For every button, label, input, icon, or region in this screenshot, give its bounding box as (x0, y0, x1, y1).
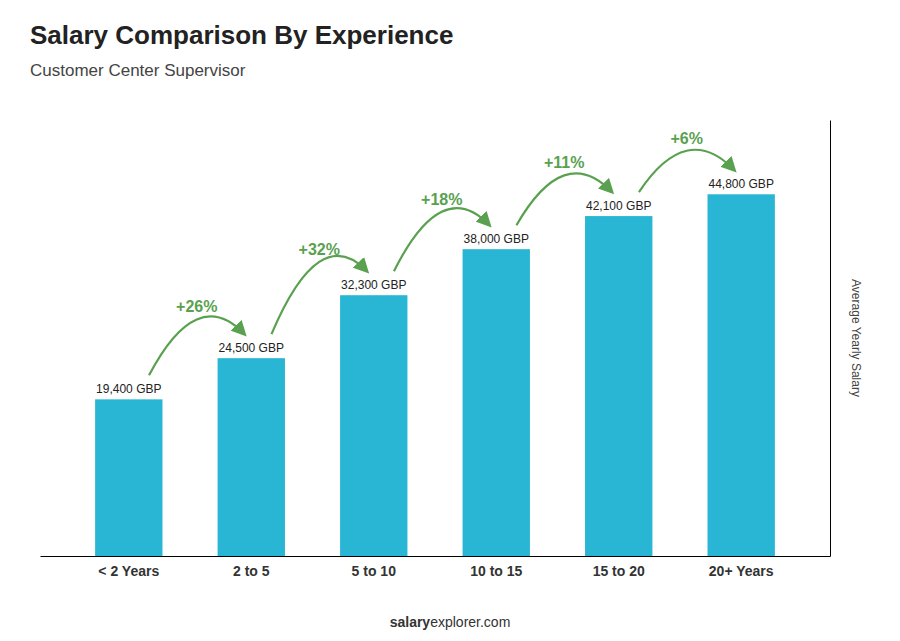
annotation-arrow (639, 150, 735, 192)
plot-area: < 2 Years 2 to 5 5 to 10 10 to 15 15 to 20 20… (41, 121, 831, 579)
x-tick: 10 to 15 (470, 563, 522, 579)
x-tick: 5 to 10 (352, 563, 397, 579)
x-tick-label: 10 to 15 (470, 563, 522, 579)
x-tick: 20+ Years (709, 563, 774, 579)
annotation-arrow (149, 316, 245, 375)
bar (95, 399, 162, 556)
x-tick-label: 20+ Years (709, 563, 774, 579)
annotation-arrow (271, 256, 367, 334)
value-label: 19,400 GBP (96, 382, 161, 396)
x-axis: < 2 Years 2 to 5 5 to 10 10 to 15 15 to 20 20… (41, 557, 831, 579)
value-label: 38,000 GBP (464, 232, 529, 246)
annotation-label: +32% (299, 241, 340, 258)
bar (585, 216, 652, 556)
chart-container: Salary Comparison By Experience Customer … (0, 0, 900, 641)
annotation-arrow (394, 208, 490, 271)
bar (340, 295, 407, 556)
x-tick-label: < 2 Years (98, 563, 159, 579)
value-label: 44,800 GBP (709, 177, 774, 191)
annotation-label: +11% (544, 154, 584, 171)
footer: salaryexplorer.com (390, 614, 511, 630)
x-tick: 15 to 20 (593, 563, 645, 579)
x-tick: 2 to 5 (233, 563, 270, 579)
y-axis-label: Average Yearly Salary (849, 279, 863, 397)
annotation-label: +26% (176, 298, 217, 315)
title: Salary Comparison By Experience (30, 20, 453, 50)
subtitle: Customer Center Supervisor (30, 61, 246, 80)
x-tick-label: 2 to 5 (233, 563, 270, 579)
x-tick-label: 5 to 10 (352, 563, 397, 579)
value-labels: 19,400 GBP 24,500 GBP 32,300 GBP 38,000 GBP… (96, 177, 774, 396)
bar (708, 194, 775, 556)
chart: Salary Comparison By Experience Customer … (0, 0, 900, 641)
footer-part: salary (390, 614, 431, 630)
annotation-label: +18% (421, 191, 462, 208)
x-tick-label: 15 to 20 (593, 563, 645, 579)
bars (95, 194, 775, 556)
bar (218, 358, 285, 556)
y-axis (830, 121, 831, 557)
x-tick: < 2 Years (98, 563, 159, 579)
value-label: 32,300 GBP (341, 278, 406, 292)
y-axis-line (830, 121, 831, 557)
annotation-arrow (516, 173, 612, 225)
value-label: 42,100 GBP (586, 199, 651, 213)
footer-part: explorer.com (430, 614, 510, 630)
annotation-label: +6% (670, 130, 702, 147)
x-axis-line (41, 556, 831, 557)
annotations: +26% +32% +18% +11% +6% (149, 130, 734, 376)
bar (463, 249, 530, 556)
value-label: 24,500 GBP (219, 341, 284, 355)
